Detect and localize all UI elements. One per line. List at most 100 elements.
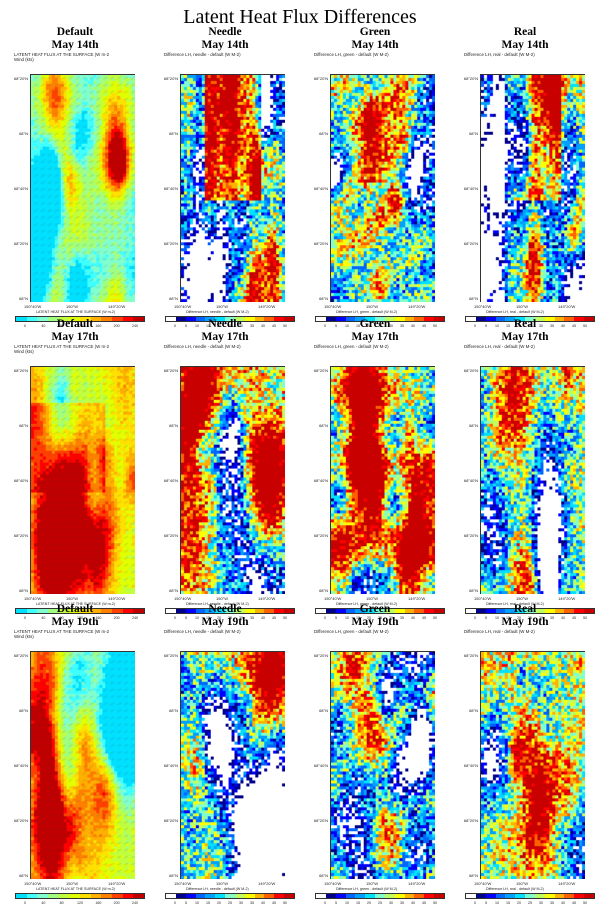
colorbar-tick-label: 15 xyxy=(356,324,360,328)
colorbar-swatch xyxy=(185,894,196,898)
subtitle-variable: Difference LH, green - default (W M-2) xyxy=(314,344,389,349)
lon-label: 150°40'W xyxy=(174,881,192,886)
colorbar-tick-label: 5 xyxy=(335,324,337,328)
colorbar-caption: Difference LH, real - default (W M-2) xyxy=(486,887,544,891)
colorbar-swatch xyxy=(564,609,575,613)
heat-flux-field xyxy=(31,367,135,594)
colorbar-swatch xyxy=(274,317,285,321)
lon-label: 150°40'W xyxy=(174,596,192,601)
colorbar-swatch xyxy=(554,894,565,898)
colorbar-tick-label: 40 xyxy=(41,324,46,328)
colorbar-tick-label: 40 xyxy=(411,901,415,905)
colorbar-swatch xyxy=(133,317,145,321)
colorbar-swatch xyxy=(485,894,496,898)
colorbar-tick-label: 35 xyxy=(250,901,254,905)
colorbar-swatch xyxy=(37,609,49,613)
lon-label: 149°20'W xyxy=(408,596,426,601)
map-panel xyxy=(180,651,285,879)
colorbar-swatch xyxy=(244,609,255,613)
lon-label: 150°W xyxy=(216,304,229,309)
colorbar-tick-label: 20 xyxy=(517,324,521,328)
colorbar-swatch xyxy=(564,894,575,898)
colorbar-swatch xyxy=(365,894,376,898)
colorbar-tick-label: 20 xyxy=(217,616,221,620)
colorbar-tick-label: 15 xyxy=(206,616,210,620)
colorbar-tick-label: 200 xyxy=(113,324,120,328)
colorbar-swatch xyxy=(584,894,594,898)
subtitle-variable: Difference LH, real - default (W M-2) xyxy=(464,629,535,634)
colorbar-swatch xyxy=(574,609,585,613)
colorbar-swatch xyxy=(244,894,255,898)
panel-needle-may-14th: Needle May 14th Difference LH, needle - de… xyxy=(150,26,300,328)
colorbar-tick-label: 10 xyxy=(345,616,349,620)
colorbar-swatch xyxy=(485,609,496,613)
colorbar-tick-label: 80 xyxy=(59,324,64,328)
colorbar-tick-label: 20 xyxy=(367,324,371,328)
lat-label: 68°20'N xyxy=(463,76,478,81)
colorbar-swatch xyxy=(254,894,265,898)
lat-label: 68°N xyxy=(319,131,328,136)
panel-scenario-title: Green xyxy=(359,318,391,330)
colorbar-swatch xyxy=(80,894,91,898)
colorbar-caption: Difference LH, real - default (W M-2) xyxy=(486,602,544,606)
lat-label: 68°20'N xyxy=(13,533,28,538)
colorbar-tick-label: 30 xyxy=(239,901,243,905)
heat-flux-field xyxy=(331,75,435,302)
lon-label: 150°40'W xyxy=(324,596,342,601)
heat-flux-field xyxy=(481,367,585,594)
colorbar-swatch xyxy=(414,317,425,321)
lon-label: 150°40'W xyxy=(474,881,492,886)
colorbar xyxy=(315,608,445,614)
colorbar-swatch xyxy=(205,894,216,898)
map-panel xyxy=(330,651,435,879)
colorbar-swatch xyxy=(90,317,102,321)
colorbar-swatch xyxy=(58,317,70,321)
colorbar xyxy=(15,608,145,614)
colorbar-tick-label: 15 xyxy=(356,901,360,905)
colorbar-tick-label: 240 xyxy=(132,616,138,620)
lat-label: 68°N xyxy=(319,873,328,878)
subtitle-variable: Difference LH, needle - default (W M-2) xyxy=(164,52,241,57)
colorbar-caption: LATENT HEAT FLUX AT THE SURFACE (W m-2) xyxy=(36,310,116,314)
colorbar-tick-label: 45 xyxy=(422,901,426,905)
colorbar-tick-label: 0 xyxy=(24,324,26,328)
lon-label: 150°W xyxy=(66,881,79,886)
colorbar-swatch xyxy=(534,317,545,321)
heat-flux-field xyxy=(481,75,585,302)
lat-label: 68°20'N xyxy=(163,818,178,823)
colorbar-swatch xyxy=(414,609,425,613)
map-panel xyxy=(330,366,435,594)
panel-scenario-title: Green xyxy=(359,603,391,615)
lon-label: 150°W xyxy=(516,596,529,601)
colorbar-tick-label: 45 xyxy=(272,901,276,905)
colorbar-tick-label: 40 xyxy=(261,901,265,905)
colorbar-tick-label: 50 xyxy=(283,324,287,328)
colorbar-tick-label: 25 xyxy=(378,616,382,620)
colorbar-swatch xyxy=(534,609,545,613)
panel-scenario-title: Green xyxy=(359,26,391,38)
colorbar-swatch xyxy=(175,317,186,321)
lon-label: 149°20'W xyxy=(258,596,276,601)
colorbar-swatch xyxy=(404,894,415,898)
lon-label: 150°40'W xyxy=(474,596,492,601)
colorbar-swatch xyxy=(564,317,575,321)
lat-label: 68°40'N xyxy=(313,478,328,483)
colorbar-swatch xyxy=(284,609,294,613)
colorbar xyxy=(15,893,145,899)
panel-date-title: May 19th xyxy=(201,616,249,628)
colorbar-tick-label: 10 xyxy=(345,901,349,905)
map-panel xyxy=(30,366,135,594)
colorbar xyxy=(165,893,295,899)
colorbar-swatch xyxy=(69,317,81,321)
colorbar-tick-label: 30 xyxy=(389,324,393,328)
colorbar-swatch xyxy=(69,609,81,613)
colorbar-caption: Difference LH, green - default (W M-2) xyxy=(336,887,398,891)
lat-label: 68°N xyxy=(169,588,178,593)
colorbar-tick-label: 50 xyxy=(583,616,587,620)
colorbar-swatch xyxy=(534,894,545,898)
colorbar-swatch xyxy=(365,317,376,321)
panel-green-may-14th: Green May 14th Difference LH, green - defa… xyxy=(300,26,450,328)
map-panel xyxy=(180,366,285,594)
lon-label: 149°20'W xyxy=(558,596,576,601)
colorbar-tick-label: 5 xyxy=(335,901,337,905)
